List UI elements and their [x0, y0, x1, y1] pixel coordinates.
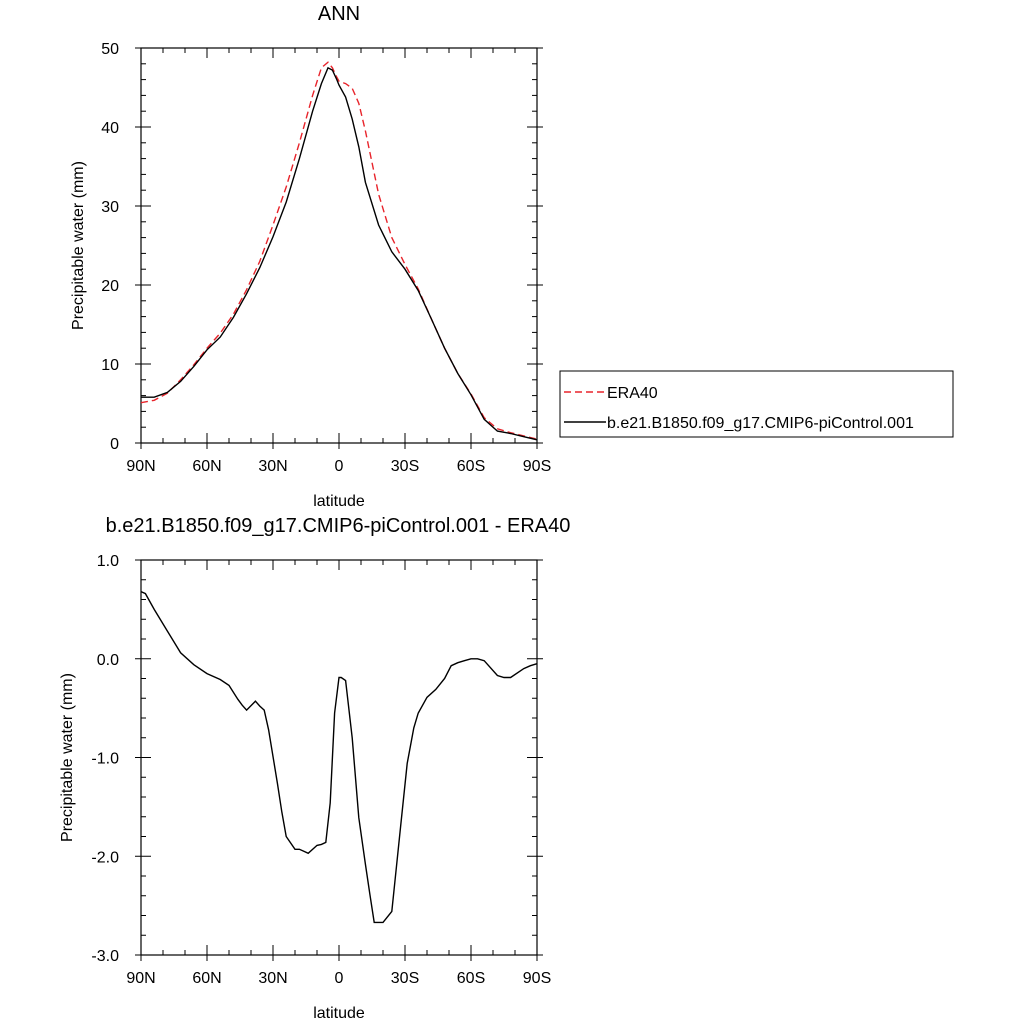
x-tick-label: 90S: [523, 970, 551, 987]
y-tick-label: 30: [101, 199, 119, 216]
y-tick-label: -3.0: [91, 948, 119, 965]
y-tick-label: 0: [110, 436, 119, 453]
x-tick-label: 60S: [457, 970, 485, 987]
y-tick-label: 10: [101, 357, 119, 374]
y-tick-label: 40: [101, 120, 119, 137]
y-tick-label: -2.0: [91, 849, 119, 866]
x-tick-label: 60N: [192, 970, 221, 987]
y-tick-label: -1.0: [91, 751, 119, 768]
x-tick-label: 30S: [391, 458, 419, 475]
x-axis-label: latitude: [313, 1005, 365, 1022]
chart-title: b.e21.B1850.f09_g17.CMIP6-piControl.001 …: [106, 515, 571, 537]
chart-title: ANN: [318, 3, 360, 25]
plot-frame: [140, 47, 538, 444]
y-tick-label: 0.0: [97, 652, 119, 669]
x-tick-label: 60N: [192, 458, 221, 475]
x-tick-label: 60S: [457, 458, 485, 475]
plot-frame: [140, 559, 538, 956]
legend-entry-model: b.e21.B1850.f09_g17.CMIP6-piControl.001: [607, 415, 914, 432]
x-tick-label: 30N: [258, 970, 287, 987]
x-tick-label: 0: [335, 458, 344, 475]
series-line-model: [140, 590, 538, 924]
x-axis-label: latitude: [313, 493, 365, 510]
series-line-era40: [140, 61, 538, 440]
bottom-panel: b.e21.B1850.f09_g17.CMIP6-piControl.001 …: [59, 515, 570, 1022]
legend: ERA40 b.e21.B1850.f09_g17.CMIP6-piControl…: [559, 370, 954, 438]
y-tick-label: 50: [101, 41, 119, 58]
x-tick-label: 0: [335, 970, 344, 987]
x-tick-label: 30S: [391, 970, 419, 987]
y-tick-label: 1.0: [97, 553, 119, 570]
x-tick-label: 90N: [126, 458, 155, 475]
legend-box: [559, 370, 954, 438]
y-axis-label: Precipitable water (mm): [70, 161, 87, 330]
series-line-model: [141, 66, 538, 441]
top-panel: ANN 90N 60N 30N 0 30S 60S 90S 0 10 20 30 40 50 latitud…: [70, 3, 551, 510]
legend-entry-era40: ERA40: [607, 385, 658, 402]
y-axis-label: Precipitable water (mm): [59, 673, 76, 842]
y-tick-label: 20: [101, 278, 119, 295]
x-tick-label: 90S: [523, 458, 551, 475]
x-tick-label: 30N: [258, 458, 287, 475]
x-tick-label: 90N: [126, 970, 155, 987]
